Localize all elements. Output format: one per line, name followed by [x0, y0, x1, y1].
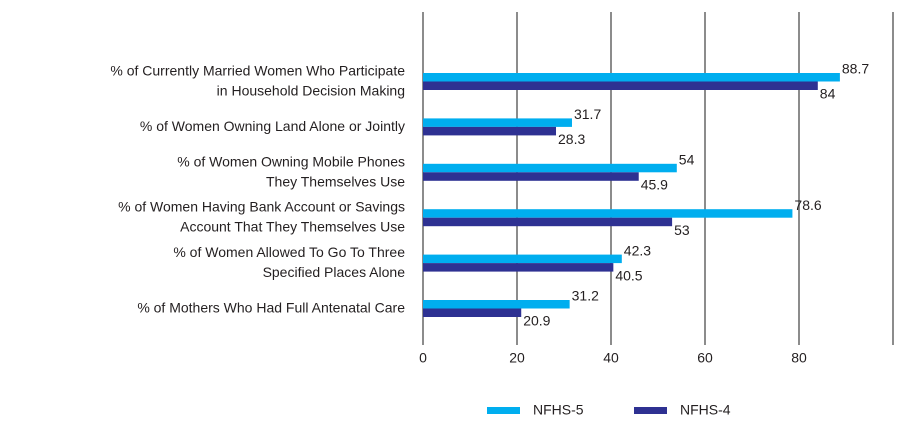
category-label: % of Women Having Bank Account or Saving…	[118, 198, 405, 234]
bar	[423, 126, 557, 136]
bar	[423, 73, 840, 82]
value-label: 42.3	[624, 242, 651, 258]
value-label: 28.3	[558, 131, 585, 147]
category-label-line: in Household Decision Making	[217, 82, 405, 98]
category-label-line: % of Mothers Who Had Full Antenatal Care	[137, 299, 405, 315]
x-tick-label: 0	[419, 350, 427, 366]
category-label: % of Women Owning Land Alone or Jointly	[140, 118, 405, 134]
legend-swatch	[634, 407, 667, 414]
category-label-line: Specified Places Alone	[263, 264, 406, 280]
bar	[423, 118, 572, 127]
legend-label: NFHS-5	[533, 402, 584, 418]
value-label: 40.5	[615, 267, 642, 283]
value-label: 88.7	[842, 61, 869, 77]
value-label: 54	[679, 152, 695, 168]
bar	[423, 81, 818, 90]
value-label: 31.7	[574, 106, 601, 122]
x-tick-label: 80	[791, 350, 807, 366]
bar	[423, 172, 639, 181]
bar	[423, 300, 570, 309]
value-label: 84	[820, 86, 836, 102]
bar	[423, 209, 793, 218]
value-label: 78.6	[794, 197, 821, 213]
category-label-line: % of Currently Married Women Who Partici…	[110, 62, 405, 78]
bar	[423, 163, 677, 173]
bar	[423, 263, 614, 272]
bar	[423, 254, 622, 264]
category-label: % of Currently Married Women Who Partici…	[110, 62, 405, 98]
x-tick-label: 60	[697, 350, 713, 366]
category-label: % of Women Owning Mobile Phones They Them…	[177, 153, 405, 189]
value-label: 45.9	[641, 177, 668, 193]
legend-label: NFHS-4	[680, 402, 731, 418]
value-label: 31.2	[572, 288, 599, 304]
category-label-line: They Themselves Use	[266, 173, 405, 189]
category-label-line: % of Women Owning Mobile Phones	[177, 153, 405, 169]
legend-swatch	[487, 407, 520, 414]
bar	[423, 217, 673, 227]
category-label-line: Account That They Themselves Use	[180, 218, 405, 234]
category-label-line: % of Women Allowed To Go To Three	[173, 244, 405, 260]
category-label: % of Women Allowed To Go To Three Specifi…	[173, 244, 405, 280]
x-tick-label: 40	[603, 350, 619, 366]
x-tick-label: 20	[509, 350, 525, 366]
bar	[423, 308, 522, 317]
value-label: 20.9	[523, 313, 550, 329]
category-label-line: % of Women Owning Land Alone or Jointly	[140, 118, 405, 134]
category-label: % of Mothers Who Had Full Antenatal Care	[137, 299, 405, 315]
value-label: 53	[674, 222, 690, 238]
category-label-line: % of Women Having Bank Account or Saving…	[118, 198, 405, 214]
